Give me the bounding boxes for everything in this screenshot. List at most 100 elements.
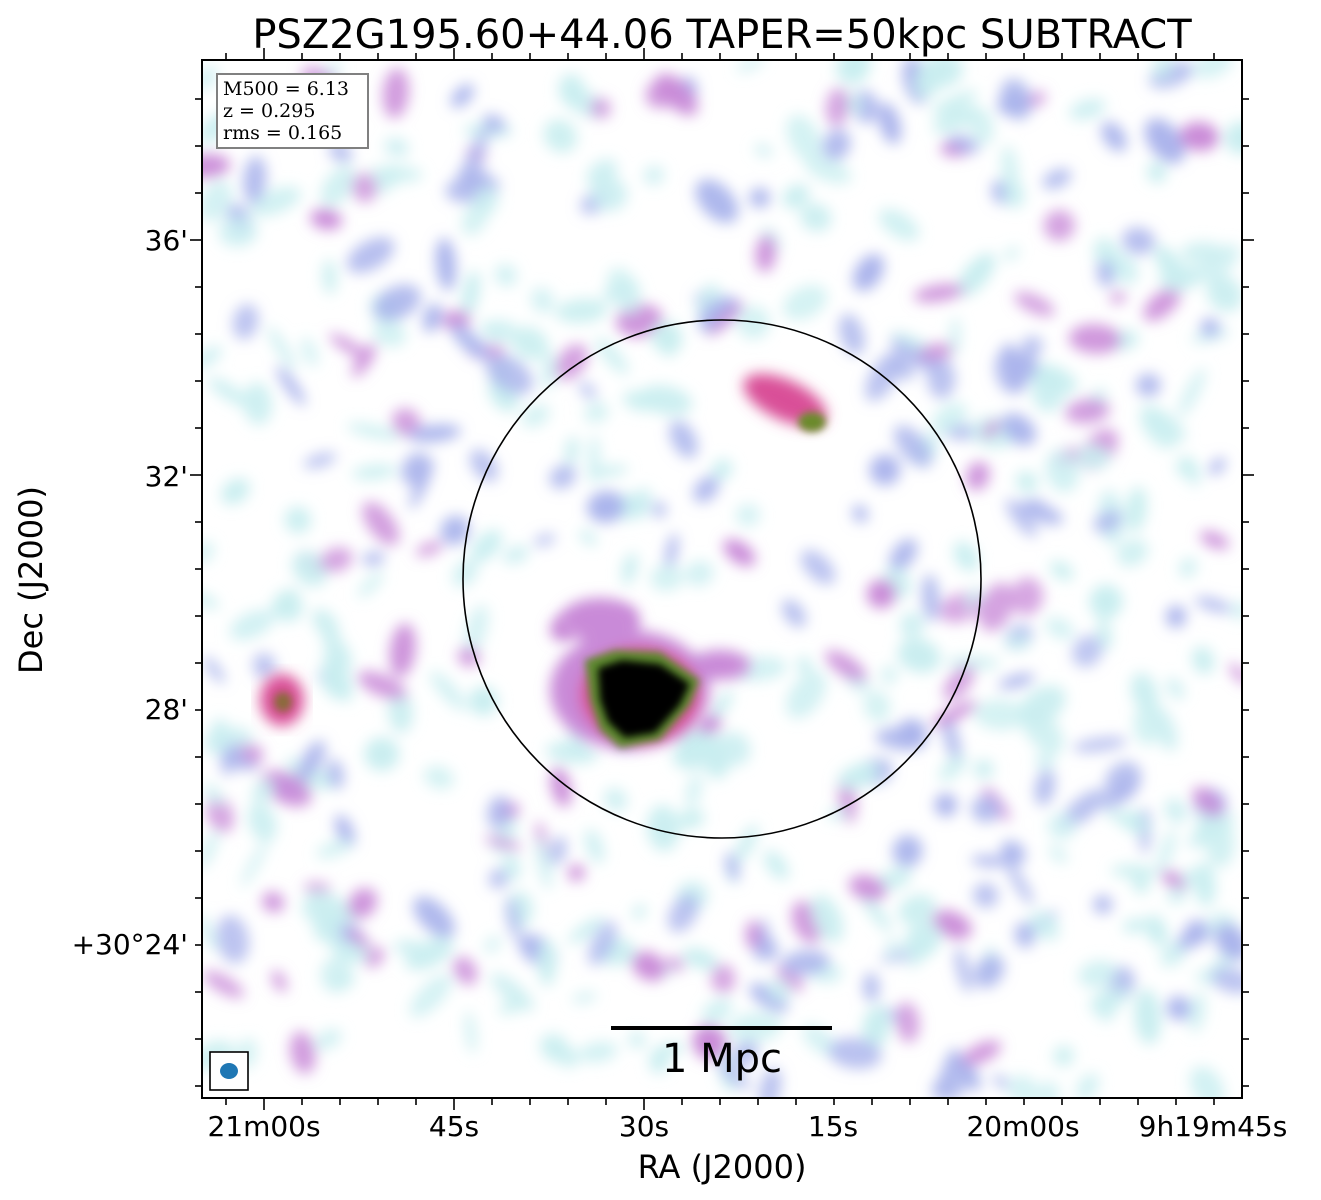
- emission-blob: [862, 972, 880, 1003]
- emission-blob: [482, 114, 506, 133]
- emission-blob: [892, 835, 923, 868]
- emission-blob: [1135, 373, 1161, 397]
- emission-blob: [1005, 498, 1038, 538]
- emission-blob: [1176, 455, 1195, 478]
- emission-blob: [1230, 601, 1242, 620]
- emission-blob: [921, 573, 940, 622]
- emission-blob: [973, 699, 1027, 731]
- emission-blob: [878, 102, 902, 145]
- beam-indicator: [209, 1051, 249, 1091]
- emission-blob: [1004, 182, 1025, 209]
- emission-blob: [914, 60, 946, 99]
- emission-blob: [549, 464, 577, 489]
- emission-blob: [297, 740, 326, 781]
- emission-blob: [1192, 786, 1223, 817]
- y-tick-label: 32': [145, 460, 188, 493]
- emission-blob: [202, 541, 215, 563]
- emission-blob: [701, 998, 733, 1024]
- emission-blob: [710, 963, 736, 994]
- emission-blob: [1043, 209, 1075, 242]
- emission-blob: [407, 424, 462, 443]
- emission-blob: [202, 830, 219, 870]
- emission-blob: [1045, 449, 1080, 493]
- emission-blob: [471, 529, 503, 563]
- emission-blob: [329, 333, 368, 359]
- emission-blob: [1006, 862, 1034, 906]
- emission-blob: [956, 252, 996, 297]
- emission-blob: [457, 646, 481, 667]
- emission-blob: [685, 773, 702, 809]
- emission-blob: [1049, 560, 1074, 581]
- emission-blob: [405, 937, 454, 971]
- emission-blob: [1122, 918, 1147, 933]
- emission-blob: [1130, 672, 1159, 713]
- emission-blob: [1001, 413, 1037, 446]
- emission-blob: [247, 802, 277, 842]
- emission-blob: [1110, 864, 1159, 879]
- emission-blob: [391, 408, 421, 437]
- emission-blob: [725, 852, 740, 882]
- emission-blob: [1003, 634, 1032, 651]
- emission-blob: [1010, 577, 1044, 616]
- emission-blob: [893, 425, 933, 468]
- emission-blob: [463, 128, 489, 178]
- emission-blob: [837, 762, 880, 790]
- beam-ellipse: [220, 1063, 238, 1079]
- emission-blob: [918, 342, 956, 361]
- emission-blob: [465, 1010, 477, 1054]
- emission-blob: [1200, 531, 1230, 550]
- emission-blob: [1042, 168, 1072, 190]
- emission-blob: [648, 1047, 670, 1074]
- emission-blob: [723, 538, 756, 567]
- emission-blob: [216, 915, 250, 964]
- emission-blob: [207, 377, 251, 408]
- emission-blob: [1089, 584, 1123, 619]
- emission-blob: [827, 808, 848, 820]
- emission-blob: [1157, 829, 1176, 873]
- emission-blob: [1096, 260, 1115, 288]
- emission-blob: [487, 795, 511, 830]
- emission-blob: [711, 458, 733, 481]
- emission-blob: [461, 270, 481, 317]
- emission-blob: [1015, 471, 1039, 493]
- emission-blob: [362, 551, 385, 566]
- emission-blob: [964, 586, 982, 610]
- emission-blob: [1088, 987, 1131, 1013]
- emission-blob: [1029, 911, 1060, 941]
- emission-blob: [579, 381, 597, 400]
- emission-blob: [667, 893, 699, 933]
- scale-bar-label: 1 Mpc: [662, 1036, 782, 1082]
- emission-blob: [1132, 874, 1150, 894]
- emission-blob: [684, 560, 714, 587]
- emission-blob: [652, 501, 667, 518]
- emission-blob: [1064, 398, 1110, 424]
- emission-blob: [450, 323, 490, 361]
- emission-blob: [441, 310, 471, 330]
- emission-blob: [838, 313, 865, 356]
- emission-blob: [362, 501, 400, 546]
- emission-blob: [485, 354, 534, 395]
- emission-blob: [601, 282, 640, 301]
- emission-blob: [204, 784, 223, 806]
- emission-blob: [586, 490, 626, 523]
- emission-blob: [533, 533, 556, 547]
- emission-blob: [588, 920, 618, 966]
- emission-blob: [474, 186, 499, 214]
- scale-bar: 1 Mpc: [611, 1026, 832, 1082]
- emission-blob: [388, 690, 413, 734]
- emission-blob: [1072, 634, 1103, 668]
- emission-blob: [591, 176, 628, 212]
- emission-blob: [759, 1067, 782, 1098]
- emission-blob: [694, 748, 728, 776]
- emission-blob: [347, 423, 402, 440]
- emission-blob: [1145, 914, 1168, 946]
- emission-blob: [1147, 161, 1167, 184]
- emission-blob: [677, 738, 705, 771]
- emission-blob: [665, 533, 678, 570]
- emission-blob: [669, 420, 698, 459]
- emission-blob: [972, 882, 999, 908]
- emission-blob: [1139, 807, 1151, 855]
- emission-blob: [595, 337, 629, 375]
- emission-blob: [802, 1024, 838, 1056]
